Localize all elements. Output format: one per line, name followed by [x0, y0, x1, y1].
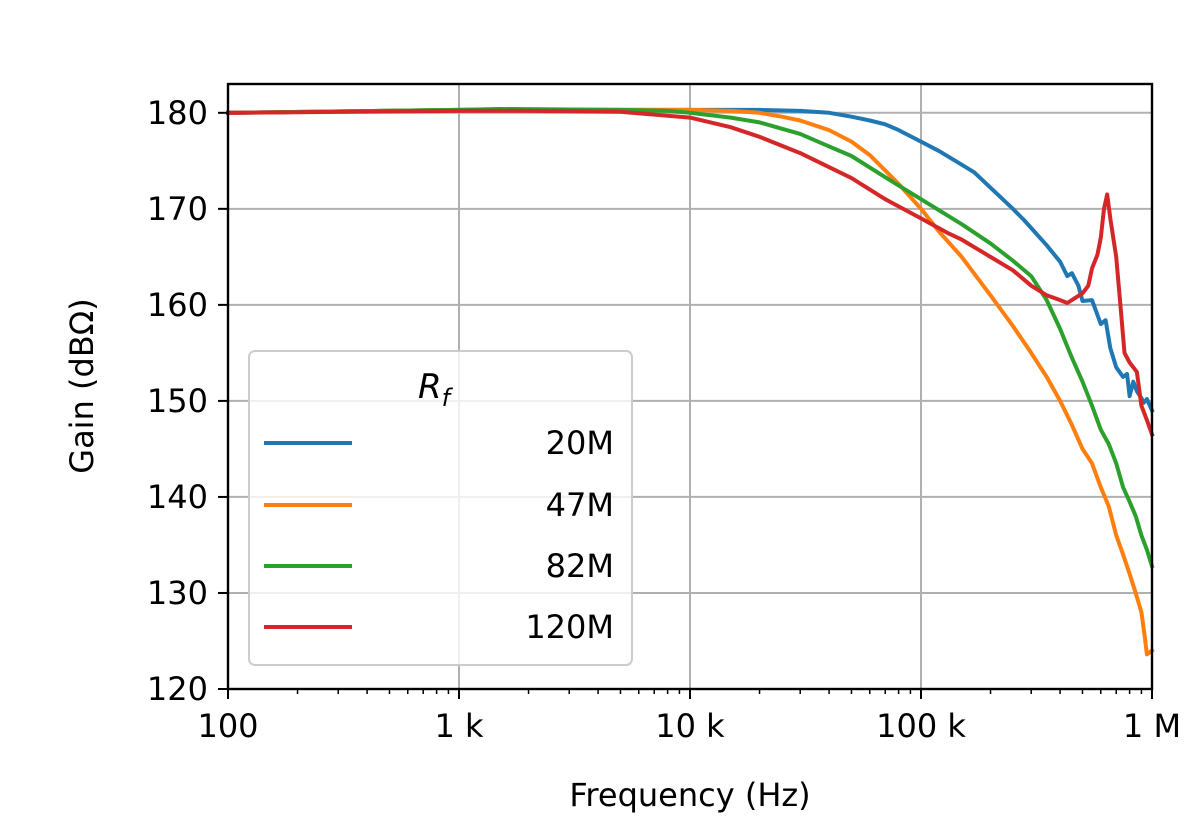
x-tick-label: 100	[197, 707, 258, 745]
legend-label: 120M	[525, 608, 614, 646]
series-line-47m	[225, 107, 1155, 657]
y-tick-label: 140	[147, 478, 208, 516]
y-tick-label: 120	[147, 670, 208, 708]
axis-ticks: 100 1 k 10 k 100 k 1 M 120 130 140 150 160 170 180	[147, 94, 1181, 745]
x-tick-label: 1 M	[1123, 707, 1181, 745]
x-axis-label: Frequency (Hz)	[569, 776, 810, 814]
legend-items: 20M 47M 82M 120M	[264, 424, 614, 646]
y-tick-label: 130	[147, 574, 208, 612]
series-line-20m	[225, 107, 1155, 414]
legend-label: 20M	[546, 424, 614, 462]
legend-label: 47M	[546, 486, 614, 524]
x-tick-label: 10 k	[655, 707, 725, 745]
y-tick-label: 170	[147, 190, 208, 228]
legend-label: 82M	[546, 547, 614, 585]
series-lines	[225, 107, 1155, 657]
y-axis-label: Gain (dBΩ)	[63, 298, 101, 473]
x-tick-label: 1 k	[434, 707, 484, 745]
y-tick-label: 150	[147, 382, 208, 420]
x-tick-label: 100 k	[876, 707, 966, 745]
series-line-82m	[225, 107, 1155, 569]
y-tick-label: 180	[147, 94, 208, 132]
y-tick-label: 160	[147, 286, 208, 324]
series-line-120m	[225, 108, 1155, 438]
legend-box	[248, 350, 633, 666]
